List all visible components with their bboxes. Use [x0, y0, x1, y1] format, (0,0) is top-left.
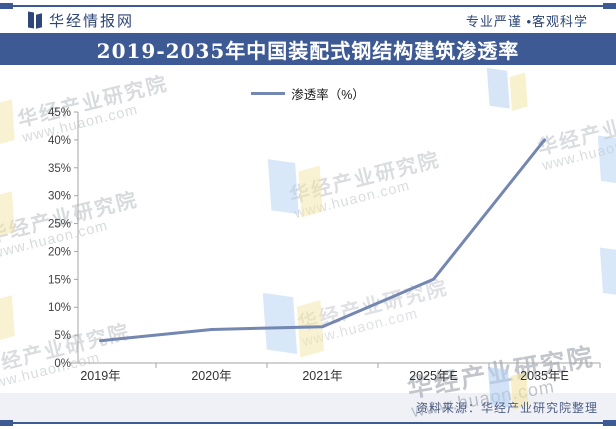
- chart-legend: 渗透率（%）: [0, 85, 616, 102]
- legend-line-swatch: [251, 91, 286, 95]
- x-tick-label: 2021年: [302, 369, 342, 383]
- y-tick-label: 0%: [54, 358, 71, 370]
- chart-title: 2019-2035年中国装配式钢结构建筑渗透率: [96, 38, 520, 63]
- header-slogan: 专业严谨 •客观科学: [465, 14, 588, 29]
- bottom-right-border-cap: [603, 420, 616, 426]
- legend-series-label: 渗透率（%）: [291, 87, 365, 102]
- top-right-border-cap: [603, 3, 616, 9]
- y-tick-label: 5%: [54, 330, 71, 342]
- chart-title-bar: 2019-2035年中国装配式钢结构建筑渗透率: [0, 33, 616, 65]
- y-tick-label: 30%: [48, 191, 71, 203]
- brand-name: 华经情报网: [49, 13, 135, 30]
- y-tick-label: 40%: [48, 135, 71, 147]
- header: 华经情报网 专业严谨 •客观科学: [0, 8, 616, 33]
- bottom-left-border-cap: [0, 420, 13, 426]
- x-tick-label: 2035年E: [520, 369, 569, 383]
- x-tick-label: 2025年E: [409, 369, 458, 383]
- footer-bar: 资料来源：华经产业研究院整理: [0, 393, 616, 422]
- x-tick-label: 2019年: [80, 369, 120, 383]
- bottom-border-line: [0, 422, 616, 424]
- y-tick-label: 45%: [48, 107, 71, 119]
- y-tick-label: 35%: [48, 163, 71, 175]
- data-source-text: 资料来源：华经产业研究院整理: [415, 401, 598, 415]
- x-tick-label: 2020年: [191, 369, 231, 383]
- y-tick-label: 15%: [48, 274, 71, 286]
- top-border-line: [0, 5, 616, 7]
- y-tick-label: 10%: [48, 302, 71, 314]
- y-tick-label: 20%: [48, 246, 71, 258]
- penetration-rate-line: [99, 138, 546, 343]
- brand: 华经情报网: [28, 10, 134, 31]
- top-left-border-cap: [0, 3, 13, 9]
- y-tick-label: 25%: [48, 219, 71, 231]
- huajing-logo-icon: [28, 10, 42, 30]
